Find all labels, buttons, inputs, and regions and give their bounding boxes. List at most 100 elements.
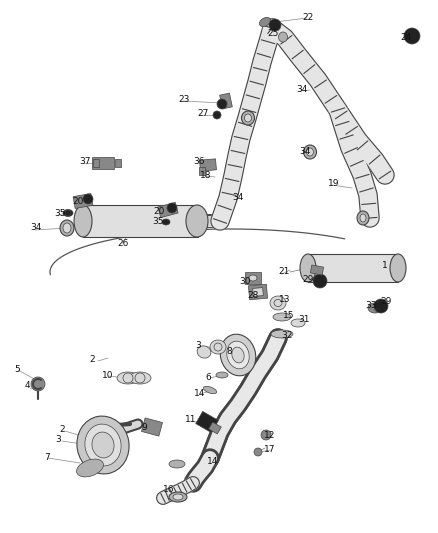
Text: 36: 36	[193, 157, 205, 166]
Ellipse shape	[244, 114, 251, 122]
Ellipse shape	[197, 346, 211, 358]
Text: 14: 14	[207, 457, 219, 466]
Circle shape	[374, 299, 388, 313]
Circle shape	[217, 99, 227, 109]
Text: 31: 31	[298, 316, 310, 325]
Ellipse shape	[60, 220, 74, 236]
Ellipse shape	[360, 214, 366, 222]
Bar	[200, 159, 216, 171]
Ellipse shape	[85, 424, 121, 466]
Ellipse shape	[77, 416, 129, 474]
Circle shape	[261, 430, 271, 440]
Text: 17: 17	[264, 446, 276, 455]
Bar	[82, 205, 198, 237]
Text: 23: 23	[178, 95, 189, 104]
Text: 30: 30	[239, 278, 251, 287]
Text: 29: 29	[302, 276, 313, 285]
Bar	[141, 418, 162, 436]
Text: 35: 35	[54, 209, 66, 219]
Ellipse shape	[291, 319, 305, 327]
Bar	[73, 193, 93, 208]
Ellipse shape	[173, 494, 183, 500]
Text: 20: 20	[153, 206, 164, 215]
Text: 18: 18	[200, 171, 212, 180]
Text: 3: 3	[195, 341, 201, 350]
Bar	[245, 272, 261, 284]
Text: 24: 24	[400, 34, 411, 43]
Circle shape	[404, 28, 420, 44]
Text: 6: 6	[205, 374, 211, 383]
Text: 7: 7	[44, 454, 50, 463]
Circle shape	[269, 19, 281, 31]
Ellipse shape	[307, 148, 314, 156]
Ellipse shape	[77, 459, 103, 477]
Text: 3: 3	[55, 435, 61, 445]
Text: 34: 34	[232, 193, 244, 203]
Circle shape	[31, 377, 45, 391]
Circle shape	[123, 373, 133, 383]
Ellipse shape	[270, 296, 286, 310]
Bar	[93, 159, 99, 167]
Ellipse shape	[273, 313, 291, 321]
Text: 4: 4	[25, 381, 31, 390]
Ellipse shape	[186, 205, 208, 237]
Bar	[308, 254, 398, 282]
Bar	[219, 93, 232, 109]
Ellipse shape	[129, 372, 151, 384]
Text: 34: 34	[296, 85, 307, 94]
Text: 12: 12	[264, 431, 276, 440]
Text: 20: 20	[72, 198, 83, 206]
Ellipse shape	[117, 372, 139, 384]
Ellipse shape	[390, 254, 406, 282]
Text: 34: 34	[299, 148, 311, 157]
Text: 8: 8	[226, 348, 232, 357]
Text: 22: 22	[302, 12, 313, 21]
Text: 34: 34	[30, 223, 41, 232]
Bar	[208, 422, 221, 434]
Text: 33: 33	[365, 301, 377, 310]
Bar	[92, 157, 114, 169]
Text: 13: 13	[279, 295, 290, 304]
Ellipse shape	[300, 254, 316, 282]
Bar	[199, 167, 205, 175]
Ellipse shape	[271, 330, 293, 338]
Ellipse shape	[210, 340, 226, 354]
Bar	[196, 411, 218, 433]
Text: 27: 27	[197, 109, 208, 117]
Ellipse shape	[216, 372, 228, 378]
Bar	[115, 159, 121, 167]
Ellipse shape	[227, 341, 249, 369]
Circle shape	[167, 203, 177, 213]
Bar	[253, 288, 263, 296]
Bar	[248, 284, 268, 300]
Ellipse shape	[63, 223, 71, 233]
Ellipse shape	[220, 334, 256, 376]
Circle shape	[135, 373, 145, 383]
Ellipse shape	[357, 211, 369, 225]
Text: 10: 10	[102, 372, 113, 381]
Bar	[311, 265, 324, 275]
Text: 25: 25	[267, 28, 279, 37]
Text: 5: 5	[14, 366, 20, 375]
Ellipse shape	[214, 343, 222, 351]
Text: 14: 14	[194, 389, 205, 398]
Ellipse shape	[249, 275, 257, 281]
Bar	[158, 203, 178, 217]
Circle shape	[83, 194, 93, 204]
Ellipse shape	[232, 347, 244, 363]
Ellipse shape	[169, 460, 185, 468]
Ellipse shape	[279, 32, 287, 42]
Ellipse shape	[169, 492, 187, 502]
Text: 28: 28	[247, 290, 258, 300]
Circle shape	[313, 274, 327, 288]
Text: 16: 16	[163, 486, 174, 495]
Text: 37: 37	[79, 157, 91, 166]
Ellipse shape	[63, 209, 73, 216]
Text: 1: 1	[382, 261, 388, 270]
Ellipse shape	[259, 18, 271, 27]
Text: 11: 11	[185, 416, 197, 424]
Text: 32: 32	[281, 330, 293, 340]
Text: 2: 2	[59, 425, 65, 434]
Ellipse shape	[203, 386, 217, 394]
Ellipse shape	[304, 145, 317, 159]
